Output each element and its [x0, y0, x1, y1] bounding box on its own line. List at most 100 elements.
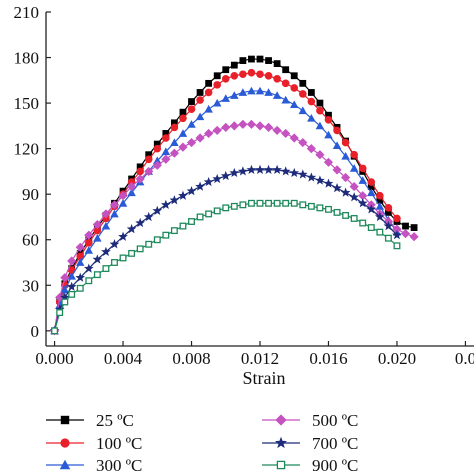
- data-point: [119, 254, 127, 262]
- data-point: [298, 106, 308, 115]
- data-point: [393, 214, 401, 223]
- data-point: [383, 220, 394, 231]
- data-point: [273, 75, 281, 83]
- data-point: [316, 106, 324, 115]
- data-point: [316, 204, 324, 212]
- data-point: [384, 204, 393, 212]
- data-point: [60, 438, 70, 448]
- data-point: [161, 147, 171, 156]
- data-point: [275, 414, 287, 426]
- data-point: [213, 207, 221, 215]
- data-point: [359, 219, 367, 227]
- data-point: [196, 89, 204, 96]
- data-point: [239, 201, 247, 209]
- data-point: [179, 108, 187, 116]
- data-point: [298, 137, 308, 148]
- data-point: [188, 98, 195, 105]
- data-point: [221, 75, 230, 83]
- legend-item: 500 ºC: [262, 411, 358, 430]
- data-point: [60, 415, 70, 425]
- data-point: [357, 198, 368, 208]
- data-point: [127, 182, 137, 192]
- data-point: [341, 138, 350, 147]
- data-point: [342, 211, 350, 219]
- data-point: [307, 114, 316, 122]
- data-point: [118, 199, 128, 207]
- data-point: [332, 141, 342, 149]
- data-point: [220, 170, 231, 181]
- data-point: [179, 222, 187, 230]
- data-point: [263, 122, 274, 132]
- data-point: [135, 217, 146, 228]
- data-point: [299, 79, 307, 87]
- data-point: [110, 209, 119, 218]
- data-point: [230, 61, 238, 69]
- data-point: [255, 86, 265, 95]
- data-point: [280, 166, 291, 176]
- data-point: [75, 272, 86, 282]
- data-point: [273, 199, 281, 207]
- x-tick-label: 0.012: [241, 349, 279, 368]
- data-point: [272, 91, 282, 99]
- y-tick-label: 90: [22, 185, 39, 204]
- data-point: [376, 191, 384, 200]
- data-point: [324, 115, 333, 124]
- data-point: [118, 231, 128, 241]
- x-tick-label: 0.020: [378, 349, 416, 368]
- data-point: [248, 55, 255, 63]
- data-point: [188, 218, 195, 225]
- data-point: [212, 173, 223, 184]
- data-point: [222, 66, 230, 74]
- data-point: [246, 119, 257, 129]
- data-point: [323, 157, 334, 167]
- data-point: [92, 254, 103, 264]
- data-point: [264, 71, 273, 80]
- data-point: [56, 309, 64, 317]
- data-point: [213, 72, 221, 80]
- y-tick-label: 0: [31, 322, 40, 341]
- data-point: [265, 199, 273, 207]
- legend-label: 100 ºC: [96, 434, 142, 453]
- x-tick-label: 0.004: [104, 349, 143, 368]
- data-point: [333, 208, 341, 216]
- data-point: [263, 164, 274, 175]
- data-point: [75, 258, 85, 266]
- data-point: [67, 271, 76, 280]
- data-point: [68, 290, 76, 298]
- data-point: [350, 215, 358, 222]
- legend-item: 900 ºC: [262, 456, 358, 474]
- legend-item: 300 ºC: [46, 456, 142, 474]
- data-point: [169, 195, 180, 205]
- data-point: [341, 172, 351, 183]
- data-point: [366, 204, 377, 214]
- data-point: [332, 183, 342, 193]
- data-point: [247, 86, 256, 95]
- data-point: [376, 228, 384, 236]
- data-point: [153, 236, 161, 244]
- data-point: [204, 104, 213, 113]
- data-point: [162, 130, 170, 137]
- data-point: [256, 70, 264, 79]
- data-point: [290, 72, 298, 80]
- data-point: [315, 121, 325, 130]
- data-point: [255, 164, 265, 175]
- data-point: [358, 191, 368, 201]
- data-point: [297, 169, 308, 179]
- data-point: [170, 123, 179, 132]
- data-point: [222, 204, 230, 212]
- legend-label: 700 ºC: [312, 434, 358, 453]
- data-point: [204, 88, 213, 97]
- data-point: [153, 144, 162, 153]
- data-point: [229, 167, 240, 178]
- legend: 25 ºC 100 ºC 300 ºC 500 ºC 700 ºC 900 ºC: [46, 411, 358, 474]
- data-point: [221, 94, 231, 102]
- data-point: [51, 327, 59, 335]
- data-point: [153, 140, 161, 148]
- data-point: [152, 160, 162, 170]
- data-point: [136, 167, 144, 176]
- data-point: [212, 125, 222, 136]
- data-point: [256, 55, 264, 63]
- data-point: [59, 459, 71, 470]
- data-point: [307, 97, 316, 106]
- data-point: [315, 150, 325, 160]
